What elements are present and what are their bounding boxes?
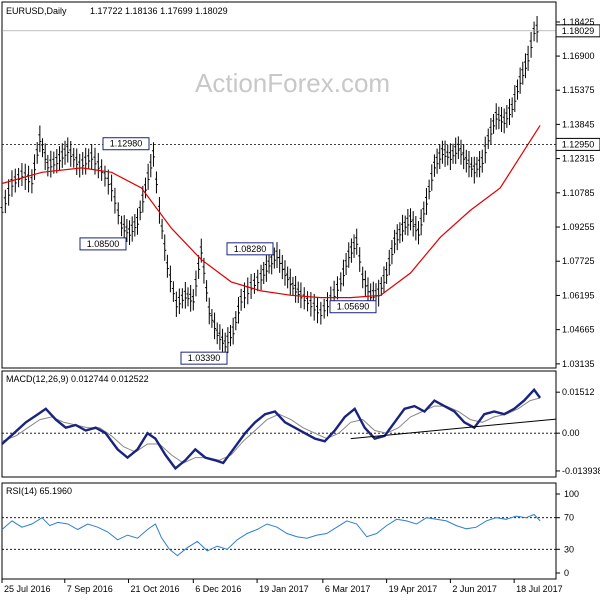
date-tick-label: 2 Jun 2017 xyxy=(452,584,497,594)
price-y-axis: 1.18425 1.16900 1.15375 1.13845 1.12315 1.107… xyxy=(556,17,595,369)
macd-y-tick-label: 0.00 xyxy=(562,428,580,438)
price-annotation-label: 1.03390 xyxy=(188,353,221,363)
price-y-tick-label: 1.18425 xyxy=(562,17,595,27)
rsi-y-axis: 100 70 30 0 xyxy=(556,489,579,578)
macd-panel xyxy=(1,370,557,478)
ohlc-values: 1.17722 1.18136 1.17699 1.18029 xyxy=(90,6,228,16)
current-price-tag xyxy=(555,24,600,38)
rsi-y-tick-label: 30 xyxy=(564,544,574,554)
date-tick-label: 18 Jul 2017 xyxy=(516,584,563,594)
watermark: ActionForex.com xyxy=(195,68,390,98)
date-axis: 25 Jul 2016 7 Sep 2016 21 Oct 2016 6 Dec 20… xyxy=(1,579,563,594)
rsi-y-tick-label: 0 xyxy=(564,568,569,578)
price-annotation-box xyxy=(226,242,274,256)
price-y-tick-label: 1.10785 xyxy=(562,188,595,198)
price-annotation-label: 1.05690 xyxy=(337,302,370,312)
macd-y-tick-label: 0.01512 xyxy=(562,387,595,397)
date-tick-label: 6 Mar 2017 xyxy=(325,584,371,594)
price-annotation-box xyxy=(329,300,377,314)
current-price-tag-label: 1.18029 xyxy=(562,26,595,36)
macd-y-tick-label: -0.013938 xyxy=(562,466,600,476)
price-y-tick-label: 1.16900 xyxy=(562,51,595,61)
rsi-panel xyxy=(1,482,557,580)
price-panel xyxy=(1,1,557,369)
symbol-label: EURUSD,Daily xyxy=(6,6,67,16)
price-y-tick-label: 1.13845 xyxy=(562,119,595,129)
macd-title: MACD(12,26,9) 0.012744 0.012522 xyxy=(6,374,149,384)
moving-average-line xyxy=(1,125,541,299)
date-tick-label: 7 Sep 2016 xyxy=(67,584,113,594)
date-tick-label: 19 Apr 2017 xyxy=(389,584,438,594)
macd-trendline xyxy=(350,418,557,440)
rsi-y-tick-label: 100 xyxy=(564,489,579,499)
price-y-tick-label: 1.04665 xyxy=(562,325,595,335)
price-annotation-label: 1.12980 xyxy=(110,139,143,149)
rsi-title: RSI(14) 65.1960 xyxy=(6,486,72,496)
level-line-tag xyxy=(555,137,600,151)
date-tick-label: 21 Oct 2016 xyxy=(131,584,180,594)
rsi-y-tick-label: 70 xyxy=(564,513,574,523)
price-y-tick-label: 1.09255 xyxy=(562,222,595,232)
price-annotation-box xyxy=(180,351,228,365)
macd-y-axis: 0.01512 0.00 -0.013938 xyxy=(556,387,600,476)
level-line-tag-label: 1.12950 xyxy=(562,139,595,149)
price-annotation-label: 1.08280 xyxy=(234,244,267,254)
price-y-tick-label: 1.12315 xyxy=(562,154,595,164)
date-tick-label: 19 Jan 2017 xyxy=(259,584,309,594)
date-tick-label: 25 Jul 2016 xyxy=(4,584,51,594)
price-y-tick-label: 1.07725 xyxy=(562,256,595,266)
macd-series xyxy=(1,387,557,471)
price-series xyxy=(0,15,541,357)
price-y-tick-label: 1.03135 xyxy=(562,359,595,369)
date-tick-label: 6 Dec 2016 xyxy=(195,584,241,594)
price-annotation-box xyxy=(79,237,127,251)
price-annotation-box xyxy=(102,137,150,151)
price-annotation-label: 1.08500 xyxy=(87,239,120,249)
macd-line xyxy=(1,387,542,471)
price-y-tick-label: 1.06195 xyxy=(562,290,595,300)
price-y-tick-label: 1.15375 xyxy=(562,85,595,95)
rsi-series xyxy=(1,513,556,557)
price-annotations: 1.12950 1.18029 1.12980 1.08500 1.08280 1.056… xyxy=(2,24,600,365)
rsi-line xyxy=(1,513,541,557)
